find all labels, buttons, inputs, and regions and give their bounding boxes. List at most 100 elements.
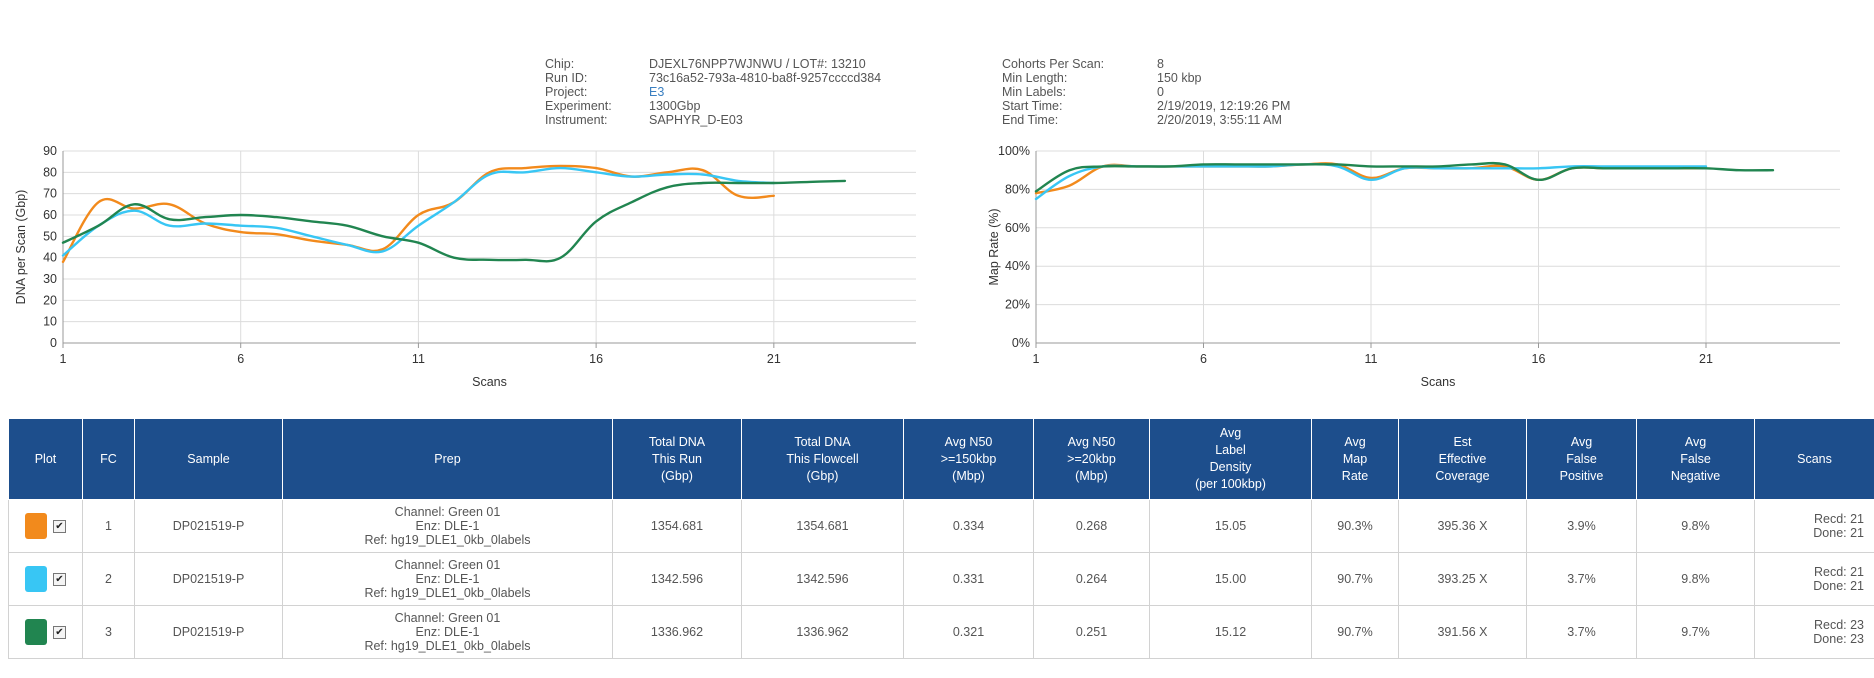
cell-total-flowcell: 1336.962 [741,605,904,659]
column-header[interactable]: Est Effective Coverage [1398,418,1527,500]
flowcell-table: Plot FC Sample Prep Total DNA This Run (Gbp) To… [8,418,1874,659]
column-header[interactable]: Avg Map Rate [1311,418,1399,500]
column-header-text: False [1680,451,1711,466]
cell-label-density: 15.05 [1149,499,1312,553]
column-header-text: Avg [1219,426,1242,440]
column-header[interactable]: Total DNA This Flowcell (Gbp) [741,418,904,500]
run-info-label: Experiment: [545,99,612,113]
scan-info-label: Min Labels: [1002,85,1066,99]
scan-info-row: Min Labels: 0 [1002,85,1290,99]
series-color-swatch[interactable] [25,513,47,539]
prep-cell: Channel: Green 01 Enz: DLE-1 Ref: hg19_DLE… [282,552,613,606]
cell-map-rate: 90.7% [1311,605,1399,659]
scan-info-label: Min Length: [1002,71,1068,85]
x-tick-label: 16 [589,352,603,366]
scan-info-row: Min Length: 150 kbp [1002,71,1290,85]
table-row: ✔ 1 DP021519-P Channel: Green 01 Enz: DLE-1 R… [8,499,1874,553]
column-header-text: Avg N50 [944,434,993,449]
y-tick-label: 20% [1005,298,1030,312]
column-header-text: Prep [434,451,461,466]
scan-info-value: 0 [1157,85,1164,99]
column-header-text: (Gbp) [661,468,693,483]
run-info-link[interactable]: E3 [649,85,665,99]
prep-line: Channel: Green 01 [394,558,501,572]
x-tick-label: 6 [1200,352,1207,366]
column-header-text: Rate [1341,468,1369,483]
column-header-text: (Mbp) [952,468,985,483]
run-info-label: Project: [545,85,588,99]
column-header-text: Scans [1797,451,1832,466]
cell-false-pos: 3.9% [1526,499,1637,553]
column-header[interactable]: FC [82,418,135,500]
column-header-text: Avg [1684,434,1707,449]
column-header-text: Map [1342,451,1368,466]
scan-info-value: 2/20/2019, 3:55:11 AM [1157,113,1282,127]
run-info-right: Cohorts Per Scan: 8 Min Length: 150 kbp Min … [1002,57,1290,127]
column-header-text: This Flowcell [786,451,859,466]
cell-sample: DP021519-P [134,552,283,606]
scan-info-label: Start Time: [1002,99,1063,113]
y-tick-label: 80 [43,165,57,179]
column-header-text: (per 100kbp) [1195,477,1266,491]
x-axis-title: Scans [472,375,507,389]
column-header-text: FC [100,451,117,466]
column-header-text: Total DNA [794,434,851,449]
run-info-row: Project: E3 [545,85,881,99]
column-header-text: Positive [1559,468,1604,483]
column-header[interactable]: Prep [282,418,613,500]
series-color-swatch[interactable] [25,566,47,592]
series-line-fc3 [61,179,847,263]
x-tick-label: 11 [1365,352,1378,366]
series-color-swatch[interactable] [25,619,47,645]
plot-checkbox[interactable]: ✔ [53,572,66,586]
column-header[interactable]: Avg Label Density (per 100kbp) [1149,418,1312,500]
column-header[interactable]: Avg False Positive [1526,418,1637,500]
column-header[interactable]: Scans [1754,418,1874,500]
scans-done: Done: 21 [1813,579,1864,593]
y-tick-label: 50 [43,229,57,243]
column-header[interactable]: Avg N50 >=20kbp (Mbp) [1033,418,1150,500]
y-axis-title: Map Rate (%) [987,208,1001,285]
y-tick-label: 100% [998,144,1030,158]
column-header-text: Sample [187,451,230,466]
run-info-label: Run ID: [545,71,588,85]
table-row: ✔ 3 DP021519-P Channel: Green 01 Enz: DLE-1 R… [8,605,1874,659]
y-tick-label: 80% [1005,182,1030,196]
prep-line: Enz: DLE-1 [415,519,480,533]
cell-label-density: 15.00 [1149,552,1312,606]
cell-false-pos: 3.7% [1526,605,1637,659]
column-header-text: >=150kbp [940,451,997,466]
cell-total-run: 1354.681 [612,499,742,553]
prep-line: Ref: hg19_DLE1_0kb_0labels [364,586,531,600]
plot-checkbox[interactable]: ✔ [53,519,66,533]
y-tick-label: 10 [43,315,57,329]
column-header-text: (Mbp) [1075,468,1108,483]
scans-recd: Recd: 21 [1813,565,1864,579]
scans-cell: Recd: 21 Done: 21 [1754,499,1874,553]
series-line-fc1 [61,164,775,264]
column-header[interactable]: Avg False Negative [1636,418,1755,500]
cell-label-density: 15.12 [1149,605,1312,659]
y-axis-title: DNA per Scan (Gbp) [14,190,28,305]
prep-line: Channel: Green 01 [394,611,501,625]
column-header-text: Avg N50 [1067,434,1116,449]
y-tick-label: 60% [1005,221,1030,235]
y-tick-label: 70 [43,187,57,201]
run-info-left: Chip: DJEXL76NPP7WJNWU / LOT#: 13210 Run I… [545,57,881,127]
column-header[interactable]: Sample [134,418,283,500]
prep-line: Ref: hg19_DLE1_0kb_0labels [364,639,531,653]
plot-checkbox[interactable]: ✔ [53,625,66,639]
prep-line: Enz: DLE-1 [415,625,480,639]
cell-total-run: 1342.596 [612,552,742,606]
scan-info-value: 150 kbp [1157,71,1202,85]
x-tick-label: 11 [412,352,425,366]
column-header[interactable]: Plot [8,418,83,500]
column-header-text: Label [1215,443,1246,457]
column-header-text: Avg [1570,434,1593,449]
y-tick-label: 40% [1005,259,1030,273]
column-header[interactable]: Total DNA This Run (Gbp) [612,418,742,500]
scan-info-label: End Time: [1002,113,1059,127]
column-header[interactable]: Avg N50 >=150kbp (Mbp) [903,418,1034,500]
run-info-value: SAPHYR_D-E03 [649,113,743,127]
